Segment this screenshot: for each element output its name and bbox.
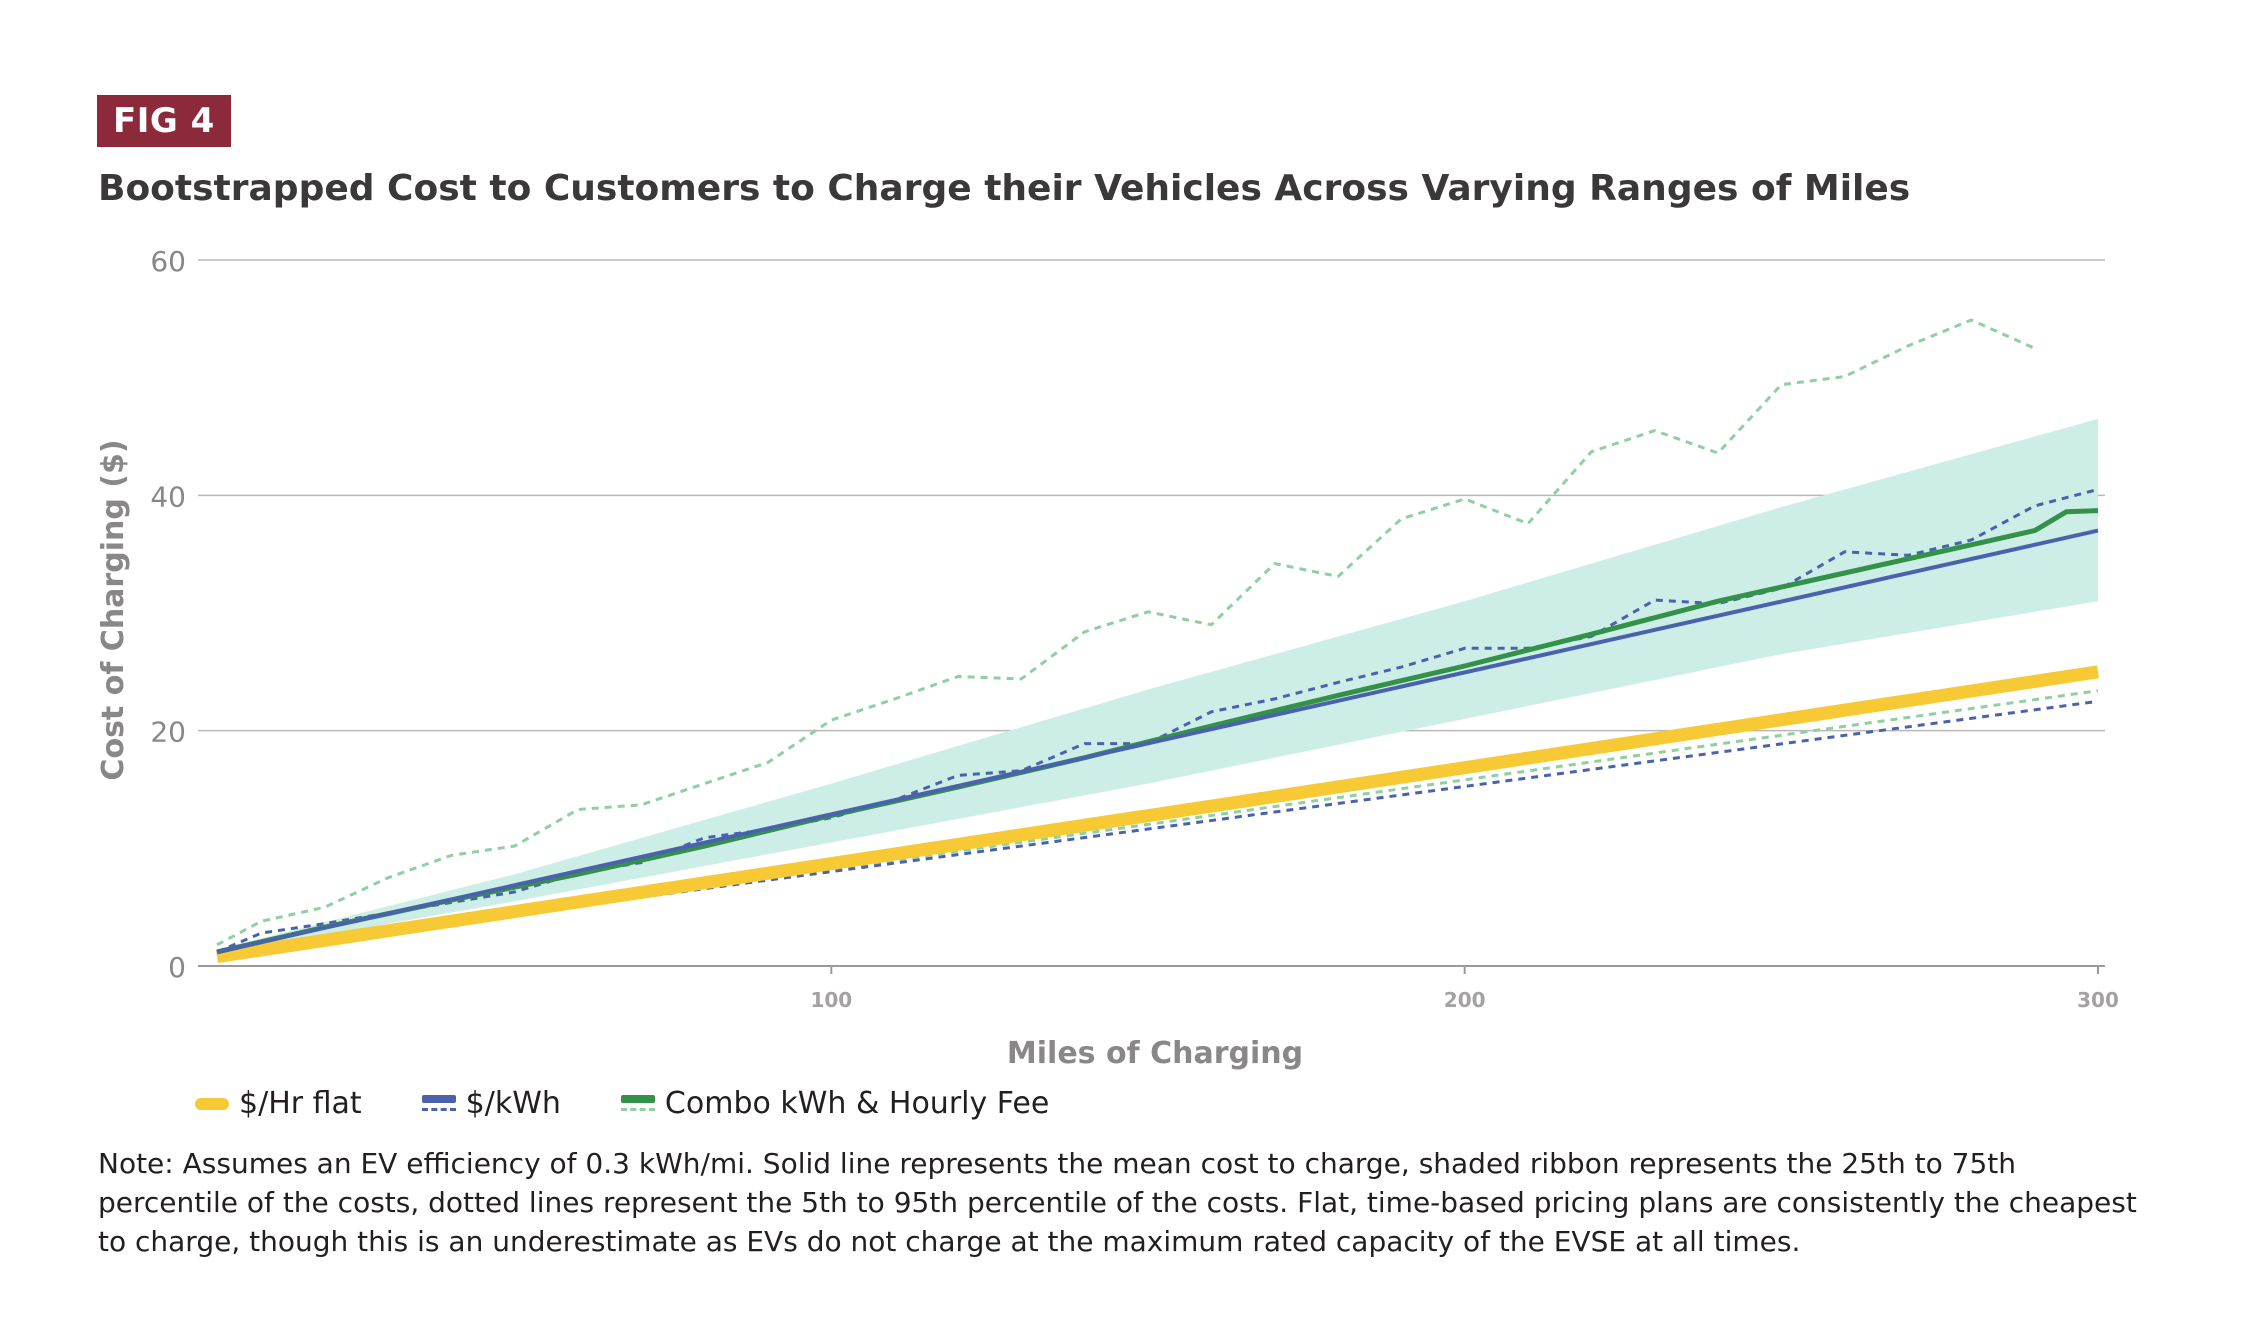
legend: $/Hr flat $/kWh Combo kWh & Hourly Fee xyxy=(195,1086,1109,1121)
line-layer xyxy=(216,318,2099,964)
legend-label-hr-flat: $/Hr flat xyxy=(239,1086,362,1121)
legend-item-hr-flat: $/Hr flat xyxy=(195,1086,362,1121)
figure-note: Note: Assumes an EV efficiency of 0.3 kW… xyxy=(98,1147,2137,1258)
axis-layer: 0 20 40 60 100 200 300 xyxy=(150,245,2119,1012)
legend-swatch-kwh xyxy=(421,1093,456,1115)
y-tick-label: 0 xyxy=(168,951,186,984)
kwh-mean-line xyxy=(216,528,2099,954)
x-axis-label: Miles of Charging xyxy=(1007,1036,1303,1071)
y-tick-label: 60 xyxy=(150,245,186,278)
y-axis-label: Cost of Charging ($) xyxy=(96,439,131,780)
grid-layer xyxy=(198,259,2105,967)
legend-label-kwh: $/kWh xyxy=(465,1086,561,1121)
hr-flat-mean-line xyxy=(216,665,2099,964)
legend-swatch-combo xyxy=(620,1093,655,1115)
kwh-p95-line xyxy=(216,487,2099,954)
x-tick-label: 100 xyxy=(810,988,852,1012)
legend-label-combo: Combo kWh & Hourly Fee xyxy=(664,1086,1050,1121)
x-tick-label: 300 xyxy=(2077,988,2119,1012)
y-tick-label: 20 xyxy=(150,716,186,749)
band-layer xyxy=(217,418,2098,955)
combo-iqr-ribbon xyxy=(217,418,2098,955)
legend-swatch-hr-flat xyxy=(195,1093,229,1115)
combo-mean-line xyxy=(216,508,2099,955)
legend-item-kwh: $/kWh xyxy=(421,1086,561,1121)
x-tick-label: 200 xyxy=(1444,988,1486,1012)
legend-item-combo: Combo kWh & Hourly Fee xyxy=(620,1086,1050,1121)
figure-badge: FIG 4 xyxy=(97,95,231,147)
combo-p95-line xyxy=(216,318,2036,947)
chart-title: Bootstrapped Cost to Customers to Charge… xyxy=(98,168,1911,209)
y-tick-label: 40 xyxy=(150,480,186,513)
